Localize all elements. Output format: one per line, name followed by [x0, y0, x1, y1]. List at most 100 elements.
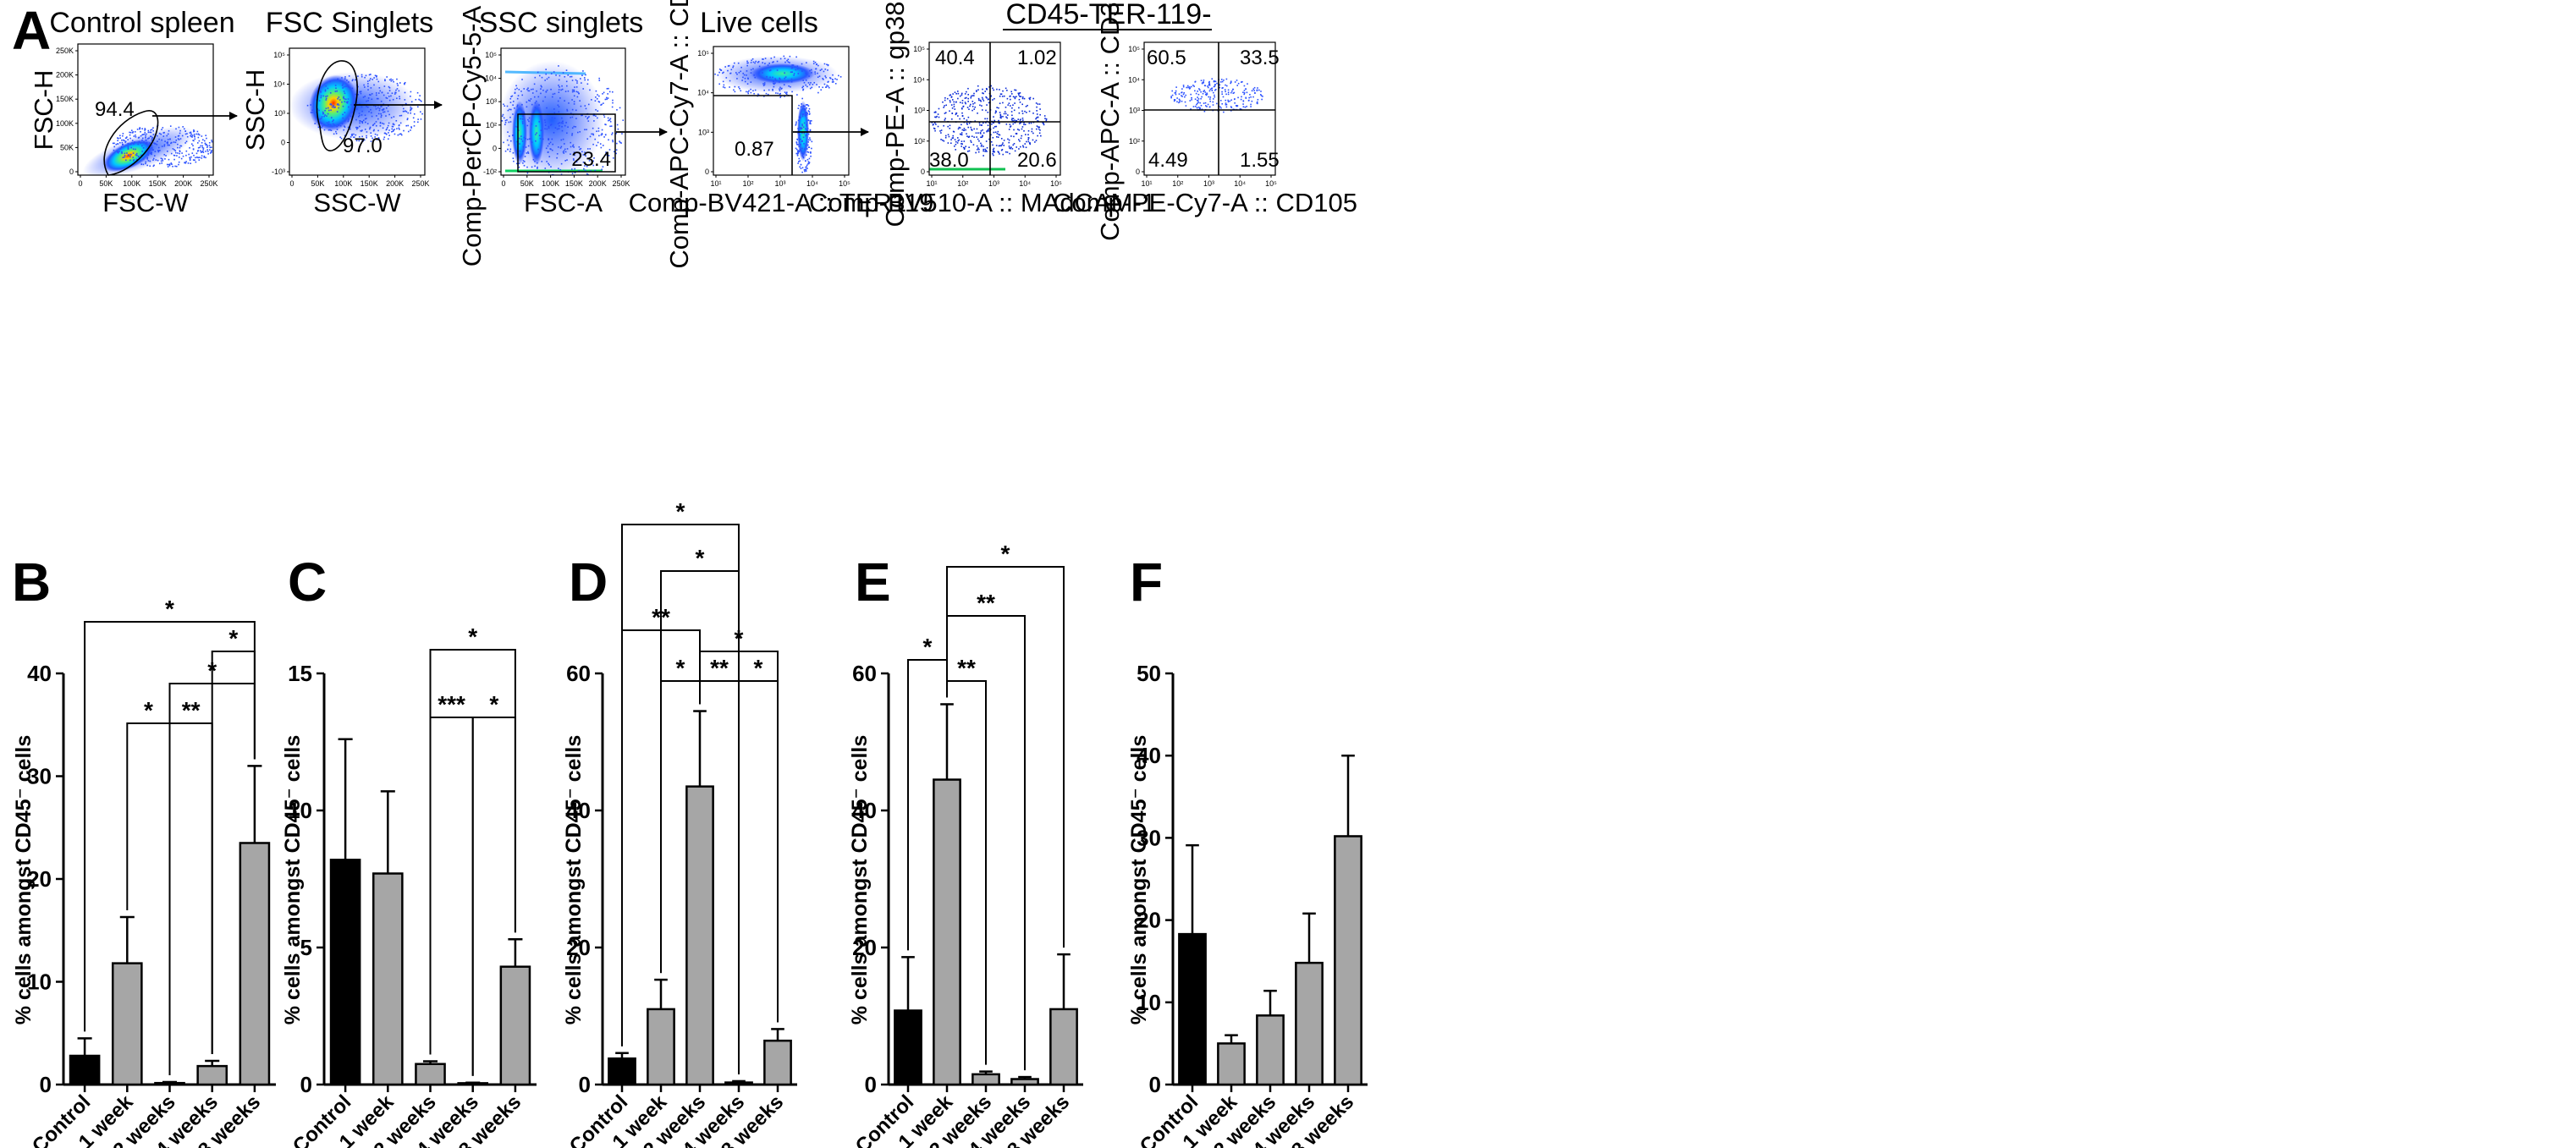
event-dot: [979, 124, 981, 126]
event-dot: [566, 109, 568, 111]
event-dot: [1009, 140, 1010, 141]
event-dot: [365, 118, 366, 120]
gate-value: 0.87: [735, 138, 774, 161]
event-dot: [963, 129, 965, 131]
event-dot: [332, 107, 333, 108]
event-dot: [151, 129, 153, 130]
event-dot: [568, 91, 570, 92]
event-dot: [809, 123, 811, 124]
event-dot: [161, 129, 162, 130]
event-dot: [187, 136, 189, 138]
event-dot: [1036, 102, 1038, 104]
event-dot: [529, 100, 531, 102]
event-dot: [1005, 113, 1007, 115]
event-dot: [185, 134, 187, 135]
event-dot: [805, 85, 806, 86]
event-dot: [417, 118, 419, 120]
event-dot: [1016, 90, 1017, 91]
event-dot: [983, 146, 984, 147]
event-dot: [153, 166, 155, 168]
event-dot: [1214, 95, 1215, 96]
panel-label: B: [12, 552, 51, 612]
event-dot: [581, 74, 583, 76]
event-dot: [325, 89, 327, 91]
event-dot: [1012, 145, 1014, 146]
event-dot: [962, 100, 964, 102]
event-dot: [521, 104, 523, 106]
event-dot: [818, 86, 820, 88]
event-dot: [519, 89, 520, 91]
event-dot: [798, 146, 800, 147]
event-dot: [804, 148, 806, 150]
event-dot: [619, 107, 621, 109]
event-dot: [559, 122, 560, 124]
event-dot: [586, 118, 588, 120]
bar: [1257, 1015, 1283, 1085]
event-dot: [824, 69, 826, 70]
event-dot: [977, 85, 979, 87]
event-dot: [1248, 100, 1250, 102]
event-dot: [183, 156, 184, 157]
event-dot: [117, 143, 118, 145]
event-dot: [561, 163, 563, 165]
event-dot: [975, 152, 977, 154]
event-dot: [388, 92, 389, 94]
event-dot: [561, 146, 563, 148]
bar: [113, 964, 141, 1085]
event-dot: [800, 150, 801, 151]
event-dot: [510, 109, 512, 111]
event-dot: [788, 58, 790, 60]
event-dot: [965, 102, 966, 103]
event-dot: [563, 179, 564, 180]
event-dot: [797, 144, 799, 146]
event-dot: [952, 135, 954, 137]
event-dot: [564, 143, 565, 145]
event-dot: [1213, 98, 1214, 100]
event-dot: [559, 111, 560, 113]
event-dot: [746, 63, 748, 64]
event-dot: [155, 151, 157, 152]
x-tick-label: 10⁵: [1265, 179, 1277, 188]
event-dot: [503, 142, 504, 144]
event-dot: [344, 126, 346, 128]
event-dot: [993, 90, 994, 91]
event-dot: [607, 93, 608, 95]
event-dot: [179, 127, 180, 129]
event-dot: [1046, 120, 1048, 122]
event-dot: [169, 165, 171, 167]
event-dot: [746, 91, 747, 93]
event-dot: [146, 134, 147, 135]
event-dot: [160, 134, 162, 135]
event-dot: [598, 135, 600, 137]
event-dot: [145, 162, 146, 163]
event-dot: [396, 128, 398, 129]
bar: [1296, 963, 1322, 1085]
event-dot: [952, 99, 954, 101]
event-dot: [334, 107, 336, 108]
event-dot: [1230, 80, 1232, 82]
event-dot: [551, 124, 553, 125]
event-dot: [953, 102, 955, 103]
facs-density: [714, 56, 841, 173]
event-dot: [605, 99, 607, 101]
event-dot: [596, 91, 597, 92]
event-dot: [337, 111, 339, 113]
event-dot: [388, 111, 389, 113]
event-dot: [567, 74, 569, 76]
event-dot: [414, 121, 416, 123]
event-dot: [963, 118, 965, 119]
event-dot: [791, 71, 793, 73]
event-dot: [823, 79, 824, 80]
x-tick-label: 50K: [99, 179, 113, 188]
event-dot: [798, 151, 800, 152]
event-dot: [331, 117, 333, 118]
event-dot: [970, 127, 972, 129]
event-dot: [526, 106, 528, 107]
event-dot: [531, 104, 533, 106]
event-dot: [417, 106, 419, 107]
event-dot: [578, 93, 580, 95]
event-dot: [559, 128, 560, 129]
event-dot: [519, 162, 520, 164]
event-dot: [766, 76, 768, 78]
event-dot: [1183, 92, 1185, 94]
